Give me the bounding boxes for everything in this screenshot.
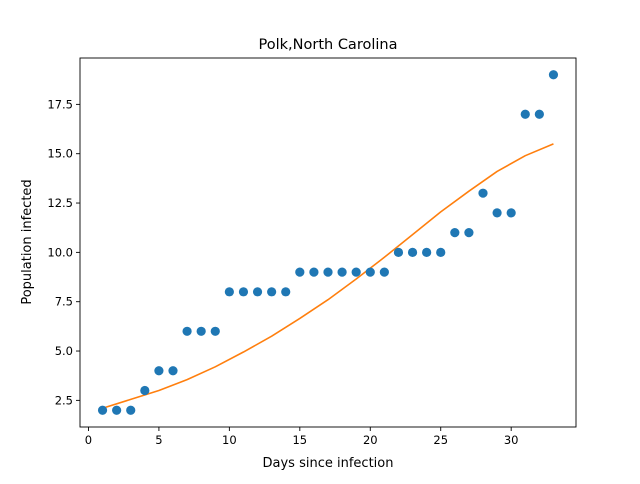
scatter-point [548,70,559,80]
x-tick-label: 20 [363,433,378,447]
scatter-point [393,247,404,257]
scatter-point [407,247,418,257]
y-tick-label: 17.5 [47,97,73,111]
scatter-point [478,188,488,198]
scatter-point [450,228,460,238]
scatter-point [365,267,375,277]
scatter-point [196,326,206,336]
scatter-point [351,267,361,277]
y-tick-label: 2.5 [55,393,73,407]
scatter-point [97,405,108,415]
scatter-point [422,247,432,257]
x-axis-label: Days since infection [263,456,394,471]
plot-area: 0 5 10 15 20 25 30 2.5 5.0 7.5 10.0 12.5 15.0 17.5 [47,57,577,447]
x-tick-label: 5 [155,433,162,447]
scatter-point [520,109,530,119]
x-tick-label: 30 [504,433,519,447]
scatter-point [379,267,389,277]
scatter-point [464,228,474,238]
scatter-point [154,366,164,376]
fit-curve-line [102,143,554,410]
axes-frame [79,57,577,428]
scatter-point [126,405,136,415]
scatter-point [182,326,192,336]
x-tick-label: 0 [85,433,92,447]
x-tick-label: 10 [222,433,237,447]
y-tick-label: 5.0 [55,344,73,358]
scatter-point [492,208,502,218]
scatter-point [210,326,220,336]
scatter-point [281,287,291,297]
scatter-point [238,287,249,297]
scatter-point [252,287,263,297]
scatter-point [295,267,305,277]
scatter-point [506,208,516,218]
scatter-point [168,366,178,376]
x-tick-label: 15 [292,433,307,447]
y-tick-label: 12.5 [47,196,73,210]
y-axis-label: Population infected [20,179,35,304]
scatter-point [309,267,319,277]
scatter-point [224,287,234,297]
scatter-point [323,267,333,277]
chart-title: Polk,North Carolina [259,37,398,53]
scatter-point [436,247,446,257]
scatter-point [534,109,544,119]
scatter-point [112,405,122,415]
y-tick-label: 7.5 [55,295,73,309]
y-tick-label: 10.0 [47,245,73,259]
x-tick-label: 25 [433,433,448,447]
scatter-point [337,267,347,277]
y-tick-label: 15.0 [47,147,73,161]
scatter-point [267,287,277,297]
scatter-point [140,385,150,396]
